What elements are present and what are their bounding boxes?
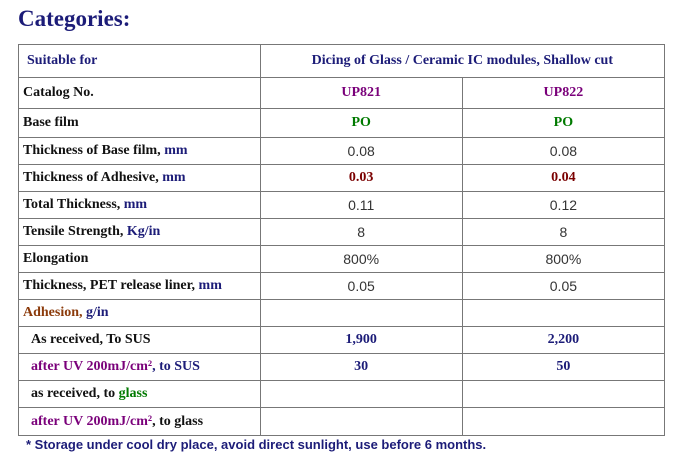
row: Thickness of Base film, mm 0.08 0.08 — [18, 137, 666, 165]
row-label: Total Thickness, mm — [18, 191, 261, 219]
cell — [461, 380, 666, 408]
footnote: * Storage under cool dry place, avoid di… — [26, 437, 487, 452]
cell — [259, 407, 463, 436]
row-label: Elongation — [18, 245, 261, 273]
row-label: after UV 200mJ/cm², to glass — [18, 407, 261, 436]
cell: UP822 — [461, 77, 666, 109]
label-text: Thickness of Adhesive, — [23, 170, 163, 185]
label-text: after UV 200mJ/cm² — [31, 413, 153, 429]
row-label: Thickness of Adhesive, mm — [18, 164, 261, 192]
cell: UP821 — [259, 77, 463, 109]
label-text: , to glass — [152, 413, 204, 429]
row: Adhesion, g/in — [18, 299, 666, 327]
cell: 0.05 — [461, 272, 666, 300]
row: As received, To SUS 1,900 2,200 — [18, 326, 666, 354]
cell: 8 — [461, 218, 666, 246]
cell: 0.04 — [461, 164, 666, 192]
row: after UV 200mJ/cm², to SUS 30 50 — [18, 353, 666, 381]
row-label: As received, To SUS — [18, 326, 261, 354]
unit: mm — [123, 197, 148, 212]
label-text: after UV 200mJ/cm² — [31, 359, 153, 374]
cell: 8 — [259, 218, 463, 246]
label-text: Thickness, PET release liner, — [23, 278, 199, 293]
cell — [259, 299, 463, 327]
unit: mm — [198, 278, 222, 293]
row: Tensile Strength, Kg/in 8 8 — [18, 218, 666, 246]
cell: PO — [461, 108, 666, 138]
cell: 800% — [259, 245, 463, 273]
row: as received, to glass — [18, 380, 666, 408]
cell: 0.12 — [461, 191, 666, 219]
cell — [461, 299, 666, 327]
title: Categories: — [18, 6, 131, 31]
row: Catalog No. UP821 UP822 — [18, 77, 666, 109]
label-text: Total Thickness, — [23, 197, 124, 212]
cell: 0.08 — [461, 137, 666, 165]
row-label: Base film — [18, 108, 261, 138]
label-text: as received, to — [31, 386, 119, 401]
row-label: Thickness, PET release liner, mm — [18, 272, 261, 300]
label-text: , to SUS — [152, 359, 200, 374]
header-value: Dicing of Glass / Ceramic IC modules, Sh… — [259, 44, 666, 78]
label-text: glass — [118, 386, 148, 401]
label-text: Adhesion, — [23, 305, 83, 320]
row: Thickness, PET release liner, mm 0.05 0.05 — [18, 272, 666, 300]
row: Base film PO PO — [18, 108, 666, 138]
row: Elongation 800% 800% — [18, 245, 666, 273]
unit: Kg/in — [126, 224, 161, 239]
label-text: Thickness of Base film, — [23, 143, 165, 158]
cell: 0.03 — [259, 164, 463, 192]
cell: 1,900 — [259, 326, 463, 354]
unit: mm — [164, 143, 188, 158]
cell — [461, 407, 666, 436]
cell: 800% — [461, 245, 666, 273]
cell: 2,200 — [461, 326, 666, 354]
row-label: as received, to glass — [18, 380, 261, 408]
row: Thickness of Adhesive, mm 0.03 0.04 — [18, 164, 666, 192]
unit: mm — [162, 170, 186, 185]
spec-table: Suitable for Dicing of Glass / Ceramic I… — [18, 44, 666, 436]
row: Total Thickness, mm 0.11 0.12 — [18, 191, 666, 219]
cell: 30 — [259, 353, 463, 381]
row-label: Thickness of Base film, mm — [18, 137, 261, 165]
cell: PO — [259, 108, 463, 138]
header-row: Suitable for Dicing of Glass / Ceramic I… — [18, 44, 666, 78]
cell: 0.05 — [259, 272, 463, 300]
row-label: Adhesion, g/in — [18, 299, 261, 327]
cell: 0.11 — [259, 191, 463, 219]
cell: 0.08 — [259, 137, 463, 165]
label-text: Tensile Strength, — [23, 224, 127, 239]
row: after UV 200mJ/cm², to glass — [18, 407, 666, 436]
unit: g/in — [82, 305, 109, 320]
cell — [259, 380, 463, 408]
header-label: Suitable for — [18, 44, 261, 78]
row-label: Catalog No. — [18, 77, 261, 109]
row-label: after UV 200mJ/cm², to SUS — [18, 353, 261, 381]
cell: 50 — [461, 353, 666, 381]
row-label: Tensile Strength, Kg/in — [18, 218, 261, 246]
